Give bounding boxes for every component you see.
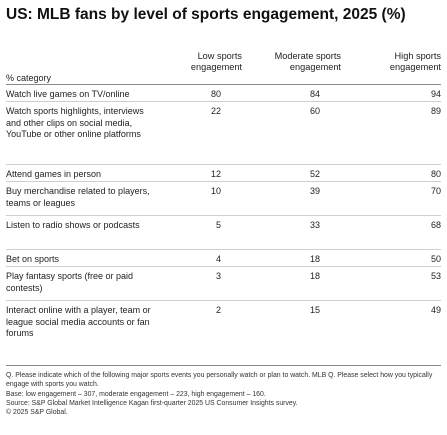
chart-title: US: MLB fans by level of sports engageme… bbox=[6, 6, 406, 23]
footnote-question: Q. Please indicate which of the followin… bbox=[6, 372, 433, 388]
column-header-high: High sports engagement bbox=[390, 51, 441, 73]
footnote-copyright: © 2025 S&P Global. bbox=[6, 409, 68, 416]
cell-low: 10 bbox=[210, 186, 221, 196]
row-label: Listen to radio shows or podcasts bbox=[6, 220, 140, 230]
cell-high: 94 bbox=[430, 89, 441, 99]
cell-low: 12 bbox=[210, 169, 221, 179]
cell-moderate: 18 bbox=[309, 271, 320, 281]
cell-high: 53 bbox=[430, 271, 441, 281]
cell-moderate: 18 bbox=[309, 254, 320, 264]
cell-moderate: 15 bbox=[309, 305, 320, 315]
cell-high: 80 bbox=[430, 169, 441, 179]
cell-moderate: 33 bbox=[309, 220, 320, 230]
cell-high: 70 bbox=[430, 186, 441, 196]
row-divider bbox=[6, 215, 441, 216]
cell-low: 80 bbox=[210, 89, 221, 99]
row-divider bbox=[6, 249, 441, 250]
cell-high: 68 bbox=[430, 220, 441, 230]
cell-low: 2 bbox=[215, 305, 221, 315]
row-label: Buy merchandise related to players, team… bbox=[6, 186, 150, 208]
cell-high: 89 bbox=[430, 106, 441, 116]
column-header-low-line1: Low sports bbox=[197, 51, 242, 61]
table-bottom-rule bbox=[6, 365, 441, 366]
category-header: % category bbox=[6, 73, 52, 83]
row-label: Watch sports highlights, interviews and … bbox=[6, 106, 144, 139]
cell-low: 22 bbox=[210, 106, 221, 116]
column-header-low-line2: engagement bbox=[190, 62, 242, 72]
footnote-source: Source: S&P Global Market Intelligence K… bbox=[6, 400, 298, 407]
row-label: Interact online with a player, team or l… bbox=[6, 305, 151, 338]
row-label: Bet on sports bbox=[6, 254, 60, 264]
row-divider bbox=[6, 300, 441, 301]
row-divider bbox=[6, 266, 441, 267]
column-header-low: Low sports engagement bbox=[191, 51, 242, 73]
cell-moderate: 52 bbox=[309, 169, 320, 179]
column-header-moderate-line1: Moderate sports bbox=[274, 51, 341, 61]
row-label: Play fantasy sports (free or paid contes… bbox=[6, 271, 134, 293]
row-divider bbox=[6, 164, 441, 165]
cell-low: 5 bbox=[215, 220, 221, 230]
header-rule bbox=[6, 84, 441, 85]
cell-moderate: 39 bbox=[309, 186, 320, 196]
cell-low: 4 bbox=[215, 254, 221, 264]
column-header-high-line1: High sports bbox=[394, 51, 441, 61]
footnote-base: Base: low engagement – 307, moderate eng… bbox=[6, 391, 266, 398]
cell-moderate: 60 bbox=[309, 106, 320, 116]
row-divider bbox=[6, 181, 441, 182]
row-divider bbox=[6, 101, 441, 102]
cell-high: 49 bbox=[430, 305, 441, 315]
column-header-high-line2: engagement bbox=[389, 62, 441, 72]
column-header-moderate: Moderate sports engagement bbox=[275, 51, 341, 73]
column-header-moderate-line2: engagement bbox=[289, 62, 341, 72]
row-label: Attend games in person bbox=[6, 169, 102, 179]
row-label: Watch live games on TV/online bbox=[6, 89, 130, 99]
cell-low: 3 bbox=[215, 271, 221, 281]
cell-moderate: 84 bbox=[309, 89, 320, 99]
cell-high: 50 bbox=[430, 254, 441, 264]
